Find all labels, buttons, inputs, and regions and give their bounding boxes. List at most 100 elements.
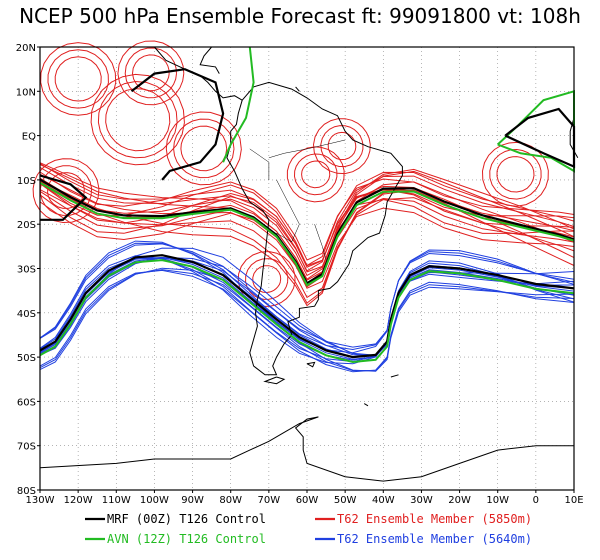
lon-tick-label: 80W bbox=[219, 495, 242, 506]
mrf-control-5640 bbox=[39, 254, 575, 359]
lon-tick-label: 20W bbox=[448, 495, 471, 506]
legend-label: T62 Ensemble Member (5640m) bbox=[337, 532, 532, 546]
lon-tick-label: 60W bbox=[296, 495, 319, 506]
lat-tick-label: 40S bbox=[17, 309, 36, 320]
ensemble-5640-line bbox=[39, 242, 575, 351]
ensemble-5850-closed-contour bbox=[54, 56, 102, 102]
ensemble-5850-closed-contour bbox=[481, 141, 549, 207]
lat-tick-label: 10S bbox=[17, 176, 36, 187]
ensemble-5850-closed-contour bbox=[124, 47, 177, 99]
ensemble-5850-closed-contour bbox=[117, 40, 185, 106]
lat-tick-label: 20S bbox=[17, 220, 36, 231]
border-line bbox=[276, 179, 300, 243]
central-america-coastline bbox=[154, 46, 243, 101]
mrf-control-east bbox=[504, 107, 576, 169]
lat-tick-label: 30S bbox=[17, 265, 36, 276]
lon-tick-label: 130W bbox=[26, 495, 55, 506]
ensemble-5850-line bbox=[39, 182, 575, 307]
ensemble-5850-closed-contour bbox=[47, 49, 109, 109]
lat-tick-label: 60S bbox=[17, 397, 36, 408]
lon-tick-label: 90W bbox=[181, 495, 204, 506]
longitude-labels: 130W 120W 110W 100W 90W 80W 70W 60W 50W 40W 30W 20W… bbox=[26, 490, 584, 506]
ensemble-5640-line bbox=[39, 269, 575, 372]
yucatan-coastline bbox=[199, 46, 220, 74]
mrf-control-high bbox=[130, 68, 225, 181]
ensemble-5640-contours bbox=[39, 240, 575, 373]
ensemble-5850-closed-contour bbox=[165, 111, 242, 186]
ensemble-5850-closed-contour bbox=[90, 73, 185, 166]
lon-tick-label: 0 bbox=[533, 495, 539, 506]
tierra-del-fuego-coastline bbox=[263, 376, 286, 385]
legend: MRF (00Z) T126 Control AVN (12Z) T126 Con… bbox=[85, 512, 532, 546]
lon-tick-label: 30W bbox=[410, 495, 433, 506]
lon-tick-label: 110W bbox=[102, 495, 131, 506]
lat-tick-label: EQ bbox=[22, 132, 36, 143]
ensemble-5640-line bbox=[39, 255, 575, 365]
falklands-coastline bbox=[306, 361, 316, 368]
lat-tick-label: 80S bbox=[17, 486, 36, 497]
ensemble-5850-closed-contour bbox=[320, 125, 364, 167]
ensemble-5850-closed-contour bbox=[131, 54, 170, 92]
legend-label: MRF (00Z) T126 Control bbox=[107, 512, 266, 526]
ensemble-5850-closed-contour bbox=[489, 148, 542, 200]
ensemble-5640-line bbox=[39, 243, 575, 348]
map-title: NCEP 500 hPa Ensemble Forecast ft: 99091… bbox=[19, 4, 581, 28]
ensemble-5850-line bbox=[39, 194, 575, 273]
ensemble-5850-closed-contour bbox=[293, 153, 338, 196]
ensemble-5850-closed-contour bbox=[245, 258, 289, 300]
border-line bbox=[268, 139, 346, 159]
ensemble-5850-closed-contour bbox=[40, 42, 117, 116]
lon-tick-label: 10E bbox=[564, 495, 583, 506]
legend-label: AVN (12Z) T126 Control bbox=[107, 532, 266, 546]
ensemble-5850-closed-contour bbox=[97, 80, 178, 159]
ensemble-5640-line bbox=[39, 256, 575, 360]
ensemble-5850-closed-contour bbox=[105, 88, 171, 152]
legend-label: T62 Ensemble Member (5850m) bbox=[337, 512, 532, 526]
ensemble-5850-closed-contour bbox=[32, 158, 100, 224]
trinidad-coastline bbox=[295, 86, 300, 92]
ensemble-5850-closed-contour bbox=[180, 125, 228, 172]
lat-tick-label: 70S bbox=[17, 442, 36, 453]
control-contours bbox=[39, 46, 576, 364]
lon-tick-label: 100W bbox=[140, 495, 169, 506]
border-line bbox=[249, 148, 270, 180]
lon-tick-label: 10W bbox=[486, 495, 509, 506]
ensemble-5850-line bbox=[39, 201, 575, 289]
mrf-control-5850-west bbox=[39, 174, 88, 221]
lon-tick-label: 50W bbox=[334, 495, 357, 506]
border-line bbox=[314, 224, 327, 260]
south-america-coastline bbox=[226, 81, 403, 376]
lat-tick-label: 50S bbox=[17, 353, 36, 364]
lat-tick-label: 20N bbox=[16, 43, 36, 54]
ensemble-5850-line bbox=[39, 189, 575, 299]
avn-control-5850 bbox=[39, 181, 575, 287]
ensemble-5640-line bbox=[39, 256, 575, 356]
ensemble-5850-line bbox=[39, 173, 575, 288]
ensemble-5850-line bbox=[39, 163, 575, 267]
ensemble-5850-closed-contour bbox=[252, 265, 282, 294]
lon-tick-label: 40W bbox=[372, 495, 395, 506]
ensemble-5640-line bbox=[39, 256, 575, 363]
antarctica-coastline bbox=[39, 416, 574, 482]
coastlines bbox=[39, 46, 579, 482]
lon-tick-label: 70W bbox=[258, 495, 281, 506]
ensemble-5850-closed-contour bbox=[496, 156, 535, 193]
lat-tick-label: 10N bbox=[16, 87, 36, 98]
ensemble-5850-closed-contour bbox=[47, 172, 85, 209]
south-georgia-coastline bbox=[390, 374, 399, 378]
ensemble-5850-closed-contour bbox=[173, 118, 235, 179]
ensemble-5850-line bbox=[39, 162, 575, 280]
south-orkney-coastline bbox=[363, 403, 369, 407]
latitude-labels: 20N 10N EQ 10S 20S 30S 40S 50S 60S 70S 80S bbox=[16, 43, 40, 497]
avn-control-5640 bbox=[39, 259, 575, 364]
ensemble-5640-line bbox=[39, 267, 575, 372]
ensemble-5850-closed-contour bbox=[312, 118, 371, 175]
ensemble-5850-line bbox=[39, 171, 575, 261]
ensemble-5850-closed-contour bbox=[286, 146, 345, 203]
lon-tick-label: 120W bbox=[64, 495, 93, 506]
ensemble-5850-line bbox=[39, 183, 575, 268]
ensemble-5850-closed-contour bbox=[301, 160, 331, 189]
ensemble-5850-closed-contour bbox=[327, 131, 357, 161]
avn-control-north bbox=[222, 46, 255, 163]
